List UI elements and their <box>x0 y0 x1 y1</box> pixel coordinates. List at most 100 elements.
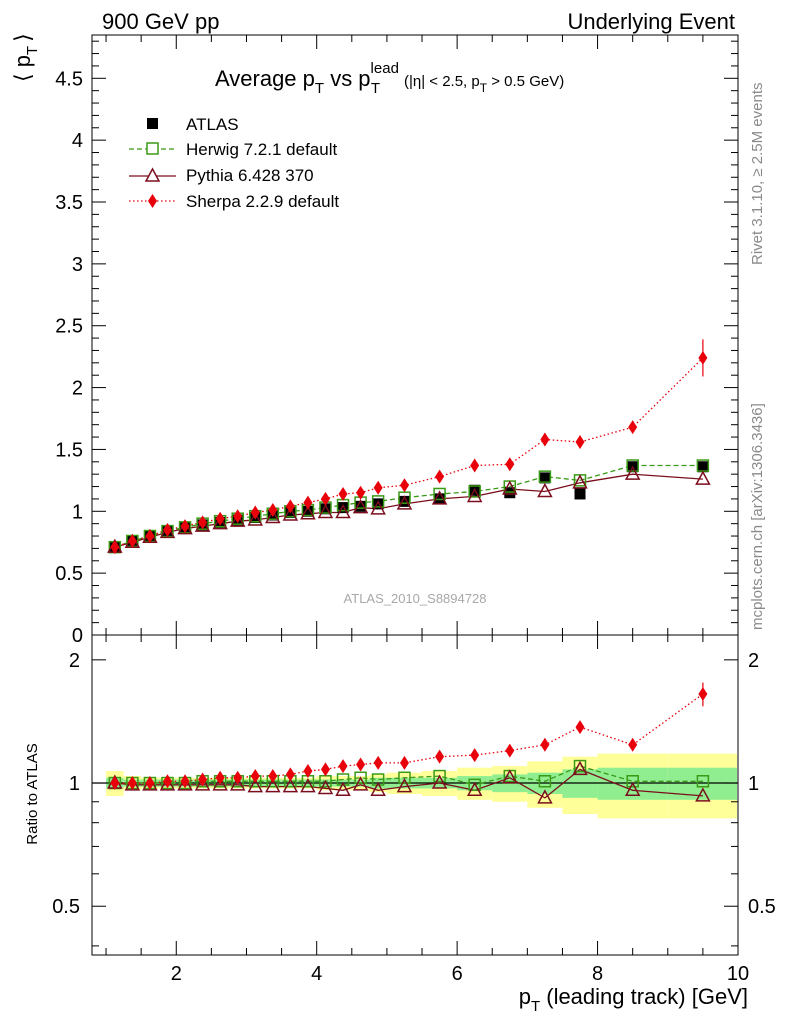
ratio-y-tick-label-right: 0.5 <box>748 896 776 918</box>
pythia-point <box>370 500 386 515</box>
header-right: Underlying Event <box>567 9 735 34</box>
sherpa-point <box>698 350 708 365</box>
title-sub1: T <box>315 80 324 97</box>
ratio-sherpa-point <box>145 776 155 791</box>
sherpa-point <box>145 529 155 544</box>
ratio-sherpa-point <box>303 764 313 779</box>
ratio-ticks <box>92 635 739 955</box>
ratio-pythia-point <box>466 781 483 797</box>
pythia-point <box>247 511 264 526</box>
legend-label-atlas: ATLAS <box>186 115 239 134</box>
pythia-point <box>572 474 588 489</box>
sherpa-point <box>303 495 313 510</box>
ratio-sherpa-point <box>575 720 585 735</box>
x-axis-label: pT (leading track) [GeV] <box>519 984 748 1015</box>
ratio-sherpa-point <box>435 749 445 764</box>
ratio-sherpa-point <box>399 755 409 770</box>
ratio-pythia-point <box>396 778 413 793</box>
ratio-pythia-point <box>431 774 448 789</box>
ratio-herwig-point <box>354 771 367 785</box>
ratio-panel: 0.5 0.5 1 1 2 2 2 4 6 8 10 Ratio to ATLAS pT (lea… <box>24 634 776 1015</box>
sherpa-point <box>250 505 260 520</box>
pythia-point <box>212 515 228 530</box>
ratio-sherpa-point <box>198 772 208 787</box>
ratio-pythia-point <box>212 776 228 791</box>
ratio-herwig-point <box>398 771 411 785</box>
main-ylabel-close: ⟩ <box>10 33 35 42</box>
ratio-pythia-point <box>352 776 369 791</box>
ratio-sherpa-point <box>505 743 515 758</box>
sherpa-point <box>198 515 208 530</box>
legend-label-pythia: Pythia 6.428 370 <box>186 166 314 185</box>
mcplots-label: mcplots.cern.ch [arXiv:1306.3436] <box>749 403 766 630</box>
ratio-pythia-point <box>695 787 711 802</box>
x-tick-label: 8 <box>592 963 603 985</box>
main-y-tick-label: 4.5 <box>55 68 83 90</box>
x-tick-label: 2 <box>171 963 182 985</box>
ratio-bands <box>106 753 737 819</box>
ratio-pythia-point <box>177 776 193 791</box>
header-left: 900 GeV pp <box>102 9 219 34</box>
ratio-pythia-point <box>282 778 299 793</box>
title-sup2: lead <box>371 60 399 77</box>
ratio-herwig-point <box>573 759 587 773</box>
main-y-tick-label: 2 <box>72 378 83 400</box>
pythia-point <box>194 517 211 532</box>
ratio-pythia-point <box>159 776 176 791</box>
legend-entry-sherpa: Sherpa 2.2.9 default <box>129 192 339 211</box>
sherpa-point <box>356 485 366 500</box>
sherpa-point <box>505 457 515 472</box>
pythia-point <box>396 495 413 510</box>
ratio-pythia-point <box>335 781 351 797</box>
xlabel-p: p <box>519 984 531 1009</box>
sherpa-point <box>162 522 172 537</box>
herwig-point <box>626 459 639 472</box>
sherpa-point <box>285 499 295 514</box>
main-y-axis-label: ⟨ pT ⟩ <box>10 33 41 82</box>
legend-entry-pythia: Pythia 6.428 370 <box>129 166 314 185</box>
ratio-sherpa-point <box>338 759 348 774</box>
plot-title: Average pT vs plead T (|η| < 2.5, pT > 0.… <box>215 60 564 97</box>
main-ticks <box>92 35 739 636</box>
ratio-pythia-point <box>624 781 641 797</box>
sherpa-point <box>320 491 330 506</box>
legend-marker-herwig <box>146 142 159 155</box>
atlas-point <box>355 500 367 512</box>
main-y-tick-labels: 0 0.5 1 1.5 2 2.5 3 3.5 4 4.5 <box>55 68 83 647</box>
sherpa-point <box>110 540 120 555</box>
ratio-frame <box>91 634 739 956</box>
main-y-tick-label: 1 <box>72 501 83 523</box>
main-y-tick-label: 1.5 <box>55 439 83 461</box>
main-y-tick-label: 3 <box>72 254 83 276</box>
pythia-point <box>352 499 369 514</box>
pythia-point <box>317 503 334 519</box>
xlabel-rest: (leading track) [GeV] <box>540 984 748 1009</box>
title-mid: vs p <box>324 66 370 91</box>
ratio-herwig-point <box>371 773 385 786</box>
sherpa-point <box>540 432 550 447</box>
ratio-herwig-point <box>468 778 481 792</box>
ratio-y-tick-labels: 0.5 0.5 1 1 2 2 <box>52 650 776 918</box>
ratio-sherpa-point <box>628 737 638 752</box>
pythia-point <box>300 505 316 520</box>
ratio-y-tick-label: 2 <box>69 650 80 672</box>
ratio-sherpa-point <box>285 767 295 782</box>
ratio-pythia-point <box>247 778 264 793</box>
title-cut-close: > 0.5 GeV) <box>487 73 564 90</box>
main-y-tick-label: 3.5 <box>55 192 83 214</box>
ratio-herwig-point <box>538 775 552 788</box>
main-ylabel-open: ⟨ p <box>10 55 35 82</box>
ratio-sherpa-point <box>268 769 278 784</box>
main-y-tick-label: 2.5 <box>55 316 83 338</box>
ratio-sherpa-point <box>110 776 120 791</box>
x-tick-label: 10 <box>727 963 749 985</box>
ratio-pythia-point <box>370 781 386 797</box>
sherpa-point <box>435 469 445 484</box>
ratio-sherpa-point <box>127 776 137 791</box>
pythia-point <box>265 508 281 524</box>
xlabel-sub: T <box>531 998 540 1015</box>
pythia-point <box>335 503 351 519</box>
pythia-point <box>695 470 711 485</box>
ratio-sherpa-point <box>470 748 480 763</box>
